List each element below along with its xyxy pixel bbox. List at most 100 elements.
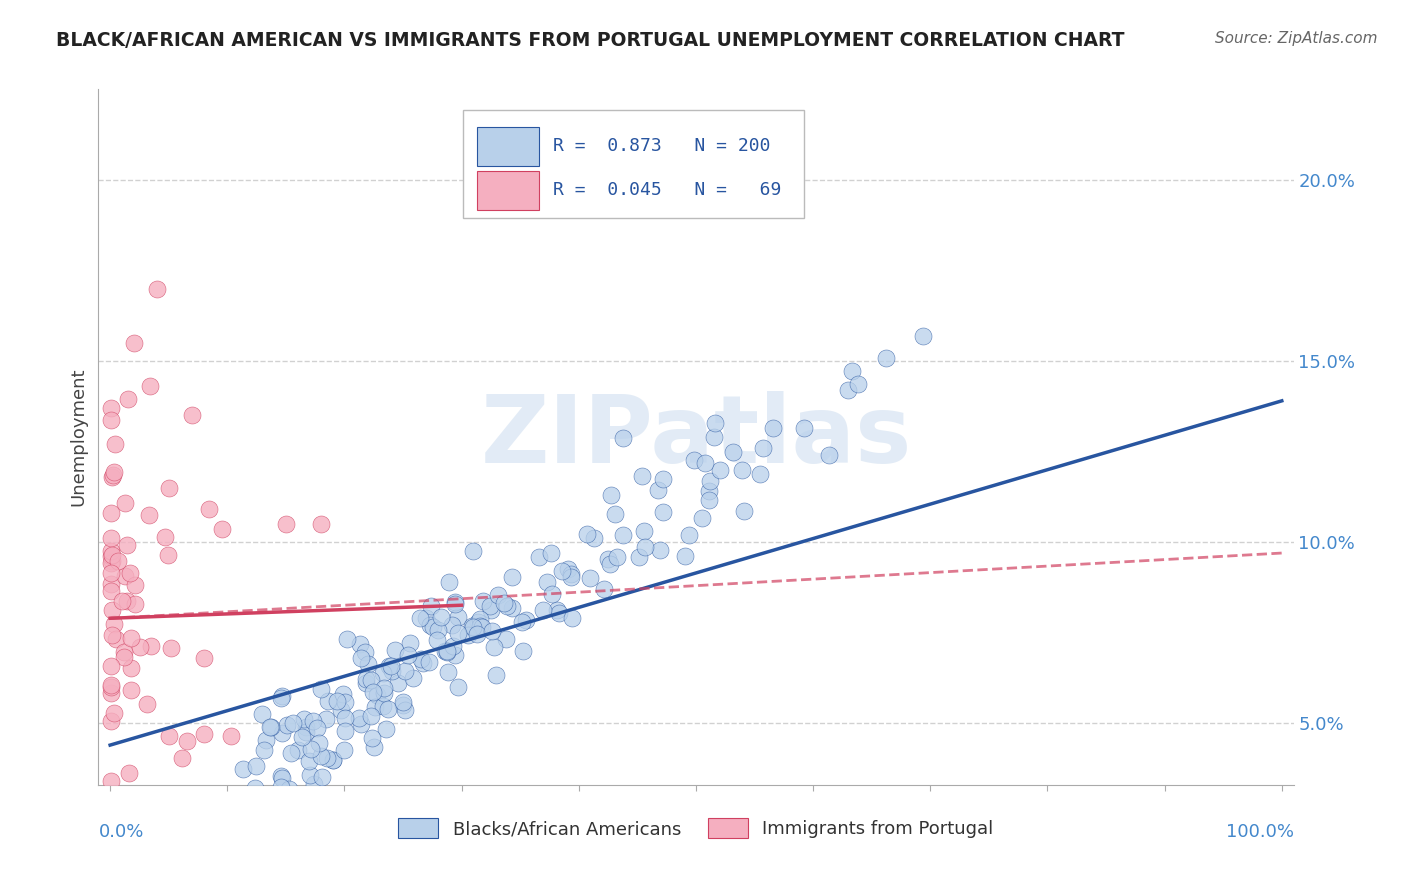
Point	[274, 517, 297, 532]
Point	[606, 549, 628, 564]
Point	[176, 734, 198, 748]
Point	[167, 789, 190, 803]
Point	[139, 640, 162, 654]
Point	[100, 401, 122, 415]
Point	[546, 603, 568, 617]
Point	[118, 566, 141, 580]
Point	[156, 548, 179, 562]
Point	[104, 632, 127, 647]
Point	[374, 722, 396, 736]
Point	[157, 481, 180, 495]
Point	[634, 540, 657, 554]
Point	[157, 729, 180, 743]
Point	[678, 528, 700, 542]
Point	[122, 335, 145, 350]
Point	[465, 627, 488, 641]
Point	[302, 777, 325, 791]
Point	[447, 680, 470, 694]
Point	[114, 568, 136, 582]
Point	[170, 751, 193, 765]
Point	[536, 575, 558, 590]
Point	[628, 549, 651, 564]
Point	[253, 743, 276, 757]
FancyBboxPatch shape	[477, 171, 540, 210]
Point	[692, 511, 714, 525]
Point	[349, 637, 371, 651]
Point	[205, 789, 228, 803]
Point	[612, 431, 634, 445]
Point	[471, 620, 494, 634]
Point	[481, 624, 503, 639]
Point	[295, 725, 318, 739]
Point	[443, 598, 465, 612]
Point	[298, 754, 321, 768]
Point	[101, 469, 124, 483]
Point	[550, 564, 572, 578]
Point	[110, 594, 132, 608]
Point	[215, 789, 238, 803]
Point	[363, 699, 385, 714]
Point	[353, 645, 375, 659]
Point	[100, 789, 122, 803]
Point	[444, 648, 467, 662]
Point	[409, 611, 432, 625]
Point	[652, 472, 675, 486]
Point	[360, 709, 382, 723]
Point	[204, 789, 226, 803]
Point	[366, 688, 388, 702]
Point	[212, 789, 235, 803]
Point	[527, 549, 550, 564]
Point	[270, 769, 292, 783]
Point	[703, 429, 725, 443]
Point	[394, 665, 416, 679]
Point	[146, 281, 169, 295]
Point	[434, 644, 457, 658]
Point	[155, 529, 177, 543]
Point	[100, 678, 122, 692]
Point	[560, 566, 582, 581]
Text: 100.0%: 100.0%	[1226, 823, 1294, 841]
Point	[540, 546, 562, 560]
Point	[211, 522, 233, 536]
Point	[291, 731, 314, 745]
Point	[399, 636, 422, 650]
Point	[418, 655, 440, 669]
Point	[437, 574, 460, 589]
Point	[243, 781, 266, 796]
Point	[350, 717, 373, 731]
Point	[501, 570, 523, 584]
Point	[419, 599, 441, 613]
Point	[305, 721, 328, 735]
Point	[447, 626, 470, 640]
Point	[402, 671, 425, 685]
Point	[309, 517, 332, 532]
Point	[381, 664, 404, 678]
Point	[510, 615, 533, 629]
Point	[309, 681, 332, 696]
Point	[100, 543, 122, 558]
Point	[394, 703, 416, 717]
Point	[195, 789, 218, 803]
Point	[360, 731, 382, 745]
Point	[135, 697, 157, 711]
Point	[356, 676, 378, 690]
Point	[495, 632, 517, 647]
Point	[496, 599, 519, 614]
Point	[461, 621, 484, 635]
Point	[280, 746, 302, 760]
Point	[302, 714, 325, 729]
Point	[100, 506, 122, 520]
Point	[232, 763, 254, 777]
Point	[377, 702, 399, 716]
Point	[100, 680, 122, 694]
Point	[100, 532, 122, 546]
Point	[295, 721, 318, 735]
Point	[457, 628, 479, 642]
Point	[254, 733, 277, 747]
Point	[100, 584, 122, 599]
Point	[419, 617, 441, 632]
Point	[103, 706, 125, 721]
Point	[730, 463, 752, 477]
Point	[100, 576, 122, 591]
Point	[492, 596, 515, 610]
